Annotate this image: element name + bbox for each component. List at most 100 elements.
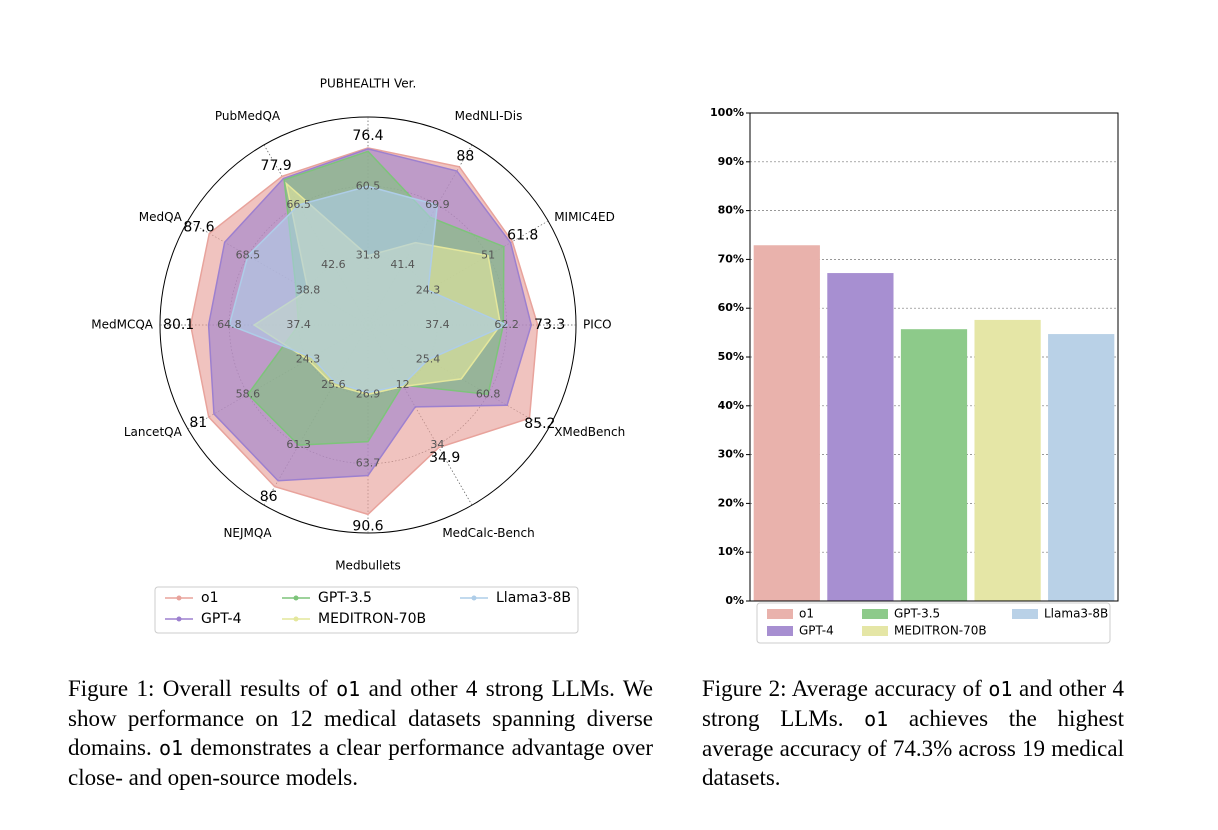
tick-label: 69.9: [425, 198, 450, 211]
tick-label: 41.4: [390, 258, 415, 271]
radar-area: [228, 185, 509, 394]
value-label: 85.2: [524, 416, 555, 432]
tick-label: 58.6: [236, 387, 261, 400]
tick-label: 63.7: [356, 457, 381, 470]
value-label: 87.6: [183, 219, 214, 235]
axis-label: PubMedQA: [215, 109, 281, 123]
axis-label: Medbullets: [335, 559, 401, 573]
axis-label: MedQA: [139, 210, 183, 224]
tick-label: 51: [481, 249, 495, 262]
plot-frame: [749, 112, 1119, 602]
legend-marker: [293, 595, 299, 601]
y-tick-label: 100%: [710, 106, 744, 119]
tick-label: 12: [396, 378, 410, 391]
tick-label: 37.4: [425, 318, 450, 331]
caption-text: Figure 1: Overall results of: [68, 676, 337, 701]
axis-label: XMedBench: [554, 425, 625, 439]
legend-label: Llama3-8B: [496, 590, 571, 606]
axis-label: MedCalc-Bench: [442, 526, 534, 540]
bar: [827, 273, 894, 601]
y-tick-label: 20%: [718, 496, 744, 509]
caption-text: Figure 2: Average accuracy of: [702, 676, 989, 701]
legend-marker: [176, 595, 182, 601]
legend-marker: [176, 616, 182, 622]
legend-swatch: [767, 626, 793, 636]
bar: [1048, 334, 1115, 601]
legend-marker: [471, 595, 477, 601]
legend-label: MEDITRON-70B: [894, 624, 987, 638]
legend-label: GPT-4: [201, 611, 242, 627]
tick-label: 24.3: [416, 283, 441, 296]
bar: [974, 319, 1041, 601]
axis-label: LancetQA: [124, 425, 183, 439]
legend-swatch: [767, 609, 793, 619]
tick-label: 68.5: [236, 249, 261, 262]
y-tick-label: 30%: [718, 448, 744, 461]
tick-label: 25.4: [416, 353, 441, 366]
y-tick-label: 70%: [718, 252, 744, 265]
tick-label: 62.2: [494, 318, 519, 331]
value-label: 86: [260, 489, 278, 505]
value-label: 77.9: [261, 158, 292, 174]
axis-label: NEJMQA: [223, 526, 272, 540]
axis-label: MedNLI-Dis: [455, 109, 523, 123]
tick-label: 38.8: [296, 283, 321, 296]
caption-text: o1: [336, 677, 361, 701]
tick-label: 24.3: [296, 353, 321, 366]
axis-label: PUBHEALTH Ver.: [320, 77, 417, 91]
legend-label: GPT-4: [799, 624, 834, 638]
legend-label: GPT-3.5: [318, 590, 372, 606]
y-tick-label: 40%: [718, 399, 744, 412]
legend-swatch: [1012, 609, 1038, 619]
tick-label: 64.8: [217, 318, 242, 331]
caption-text: demonstrates a clear performance advanta…: [68, 735, 653, 790]
y-tick-label: 0%: [725, 594, 744, 607]
tick-label: 34: [430, 438, 444, 451]
tick-label: 60.5: [356, 179, 381, 192]
axis-label: PICO: [583, 318, 612, 332]
axis-label: MedMCQA: [91, 318, 154, 332]
caption-text: and other 4 strong LLMs. We show perform…: [68, 676, 653, 760]
tick-label: 25.6: [321, 378, 346, 391]
tick-label: 66.5: [286, 198, 311, 211]
legend-label: GPT-3.5: [894, 607, 940, 621]
value-label: 80.1: [163, 317, 194, 333]
axis-label: MIMIC4ED: [554, 210, 615, 224]
caption-text: o1: [864, 707, 889, 731]
caption: Figure 1: Overall results of o1 and othe…: [68, 674, 653, 792]
caption-text: o1: [158, 736, 184, 760]
value-label: 81: [189, 415, 207, 431]
tick-label: 61.3: [286, 438, 311, 451]
tick-label: 31.8: [356, 249, 381, 262]
caption-text: achieves the highest average accuracy of…: [702, 706, 1124, 790]
caption-text: o1: [988, 677, 1013, 701]
legend-marker: [293, 616, 299, 622]
caption: Figure 2: Average accuracy of o1 and oth…: [702, 674, 1124, 792]
legend-label: MEDITRON-70B: [318, 611, 426, 627]
legend-label: o1: [799, 607, 814, 621]
value-label: 76.4: [352, 128, 383, 144]
tick-label: 42.6: [321, 258, 346, 271]
y-tick-label: 60%: [718, 301, 744, 314]
y-tick-label: 80%: [718, 204, 744, 217]
value-label: 90.6: [352, 518, 383, 534]
bar: [753, 245, 820, 602]
legend-label: Llama3-8B: [1044, 607, 1108, 621]
y-tick-label: 50%: [718, 350, 744, 363]
tick-label: 37.4: [286, 318, 311, 331]
value-label: 73.3: [534, 317, 565, 333]
figures: PUBHEALTH Ver. MedNLI-Dis MIMIC4ED PICO XMed…: [91, 77, 1119, 644]
legend-swatch: [862, 626, 888, 636]
tick-label: 60.8: [476, 387, 501, 400]
value-label: 61.8: [507, 228, 538, 244]
y-tick-label: 90%: [718, 155, 744, 168]
bar: [900, 329, 968, 601]
legend-swatch: [862, 609, 888, 619]
value-label: 88: [456, 148, 474, 164]
y-tick-label: 10%: [718, 545, 744, 558]
value-label: 34.9: [429, 450, 460, 466]
legend-label: o1: [201, 590, 218, 606]
caption-text: and other 4 strong LLMs.: [702, 676, 1125, 731]
tick-label: 26.9: [356, 387, 381, 400]
